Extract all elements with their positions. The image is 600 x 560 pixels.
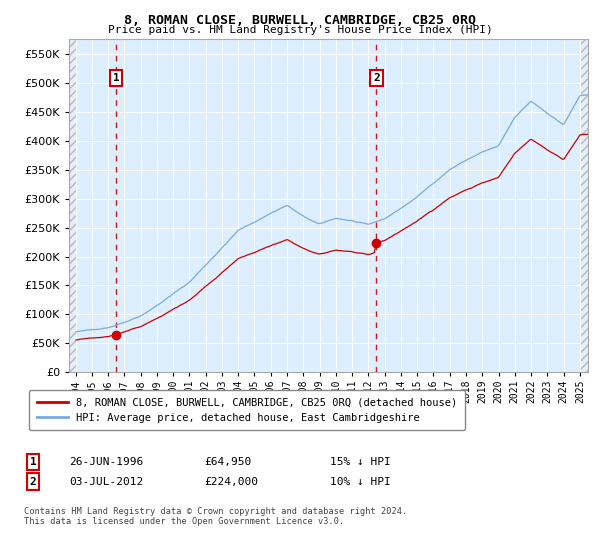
Text: 03-JUL-2012: 03-JUL-2012	[69, 477, 143, 487]
Text: Price paid vs. HM Land Registry's House Price Index (HPI): Price paid vs. HM Land Registry's House …	[107, 25, 493, 35]
Text: 8, ROMAN CLOSE, BURWELL, CAMBRIDGE, CB25 0RQ: 8, ROMAN CLOSE, BURWELL, CAMBRIDGE, CB25…	[124, 14, 476, 27]
Text: £64,950: £64,950	[204, 457, 251, 467]
Text: 26-JUN-1996: 26-JUN-1996	[69, 457, 143, 467]
Bar	[69, 39, 76, 372]
Text: £224,000: £224,000	[204, 477, 258, 487]
Text: 2: 2	[373, 73, 380, 83]
Text: 15% ↓ HPI: 15% ↓ HPI	[330, 457, 391, 467]
Text: 1: 1	[29, 457, 37, 467]
Text: Contains HM Land Registry data © Crown copyright and database right 2024.
This d: Contains HM Land Registry data © Crown c…	[24, 507, 407, 526]
Text: 1: 1	[113, 73, 119, 83]
Legend: 8, ROMAN CLOSE, BURWELL, CAMBRIDGE, CB25 0RQ (detached house), HPI: Average pric: 8, ROMAN CLOSE, BURWELL, CAMBRIDGE, CB25…	[29, 390, 464, 430]
Text: 2: 2	[29, 477, 37, 487]
Bar	[581, 39, 588, 372]
Text: 10% ↓ HPI: 10% ↓ HPI	[330, 477, 391, 487]
